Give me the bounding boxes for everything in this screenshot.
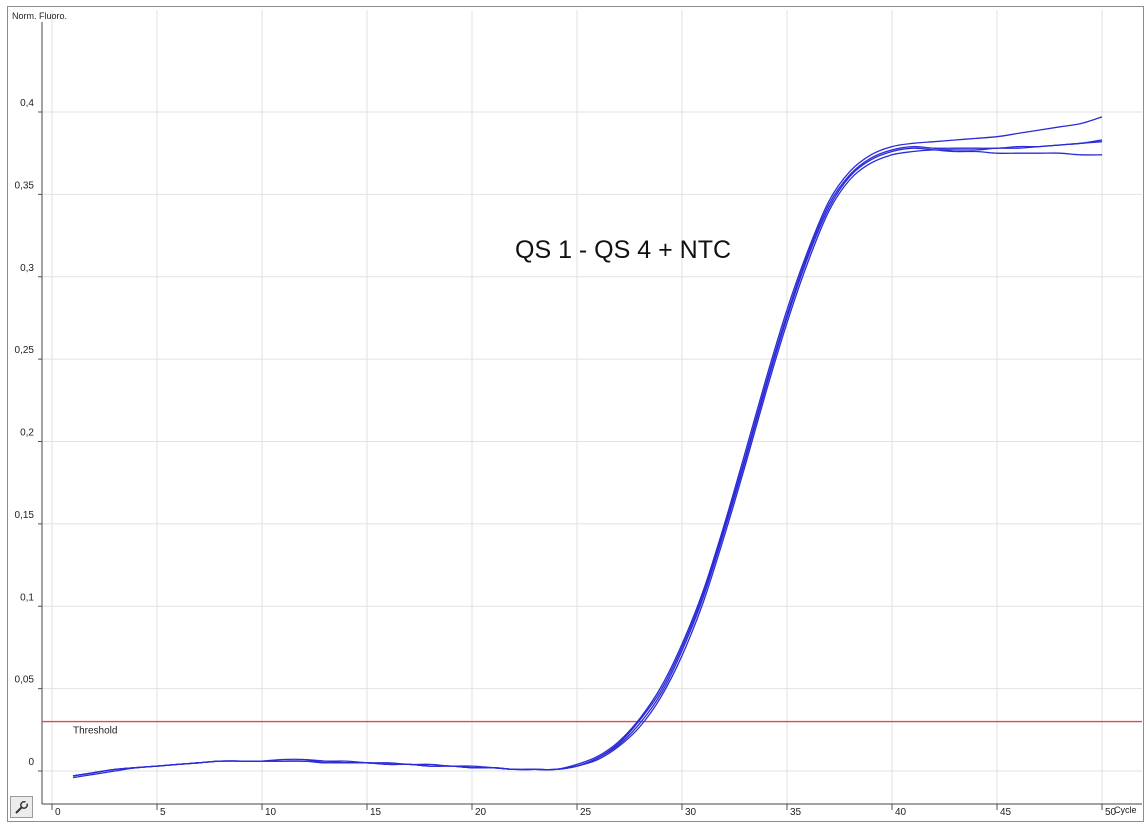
curve-annotation: QS 1 - QS 4 + NTC — [515, 236, 731, 264]
series-lines — [72, 116, 1103, 779]
x-tick-label: 30 — [685, 807, 697, 818]
y-tick-label: 0,25 — [15, 345, 35, 356]
y-tick-label: 0,05 — [15, 675, 35, 686]
x-tick-label: 10 — [265, 807, 277, 818]
y-tick-labels: 0 0,05 0,1 0,15 0,2 0,25 0,3 0,35 0,4 — [15, 98, 35, 768]
x-tick-label: 40 — [895, 807, 907, 818]
y-tick-label: 0,1 — [20, 592, 34, 603]
axes — [38, 22, 1142, 810]
threshold-label: Threshold — [73, 726, 117, 737]
tool-button[interactable] — [10, 796, 33, 818]
x-tick-label: 0 — [55, 807, 61, 818]
x-tick-label: 5 — [160, 807, 166, 818]
y-tick-label: 0,35 — [15, 180, 35, 191]
chart-frame — [7, 6, 1144, 822]
x-tick-label: 45 — [1000, 807, 1012, 818]
y-tick-label: 0,4 — [20, 98, 34, 109]
x-tick-label: 20 — [475, 807, 487, 818]
x-tick-labels: 0 5 10 15 20 25 30 35 40 45 50 — [55, 807, 1117, 818]
grid — [42, 10, 1142, 804]
y-tick-label: 0,3 — [20, 263, 34, 274]
y-tick-label: 0,15 — [15, 510, 35, 521]
series-line — [72, 141, 1103, 777]
x-tick-label: 25 — [580, 807, 592, 818]
wrench-icon — [15, 801, 28, 814]
y-axis-title: Norm. Fluoro. — [12, 11, 67, 21]
y-tick-label: 0,2 — [20, 428, 34, 439]
series-line — [72, 116, 1103, 777]
x-axis-title: Cycle — [1114, 805, 1137, 815]
x-tick-label: 15 — [370, 807, 382, 818]
x-tick-label: 35 — [790, 807, 802, 818]
y-tick-label: 0 — [28, 757, 34, 768]
x-tick-label: 50 — [1105, 807, 1117, 818]
